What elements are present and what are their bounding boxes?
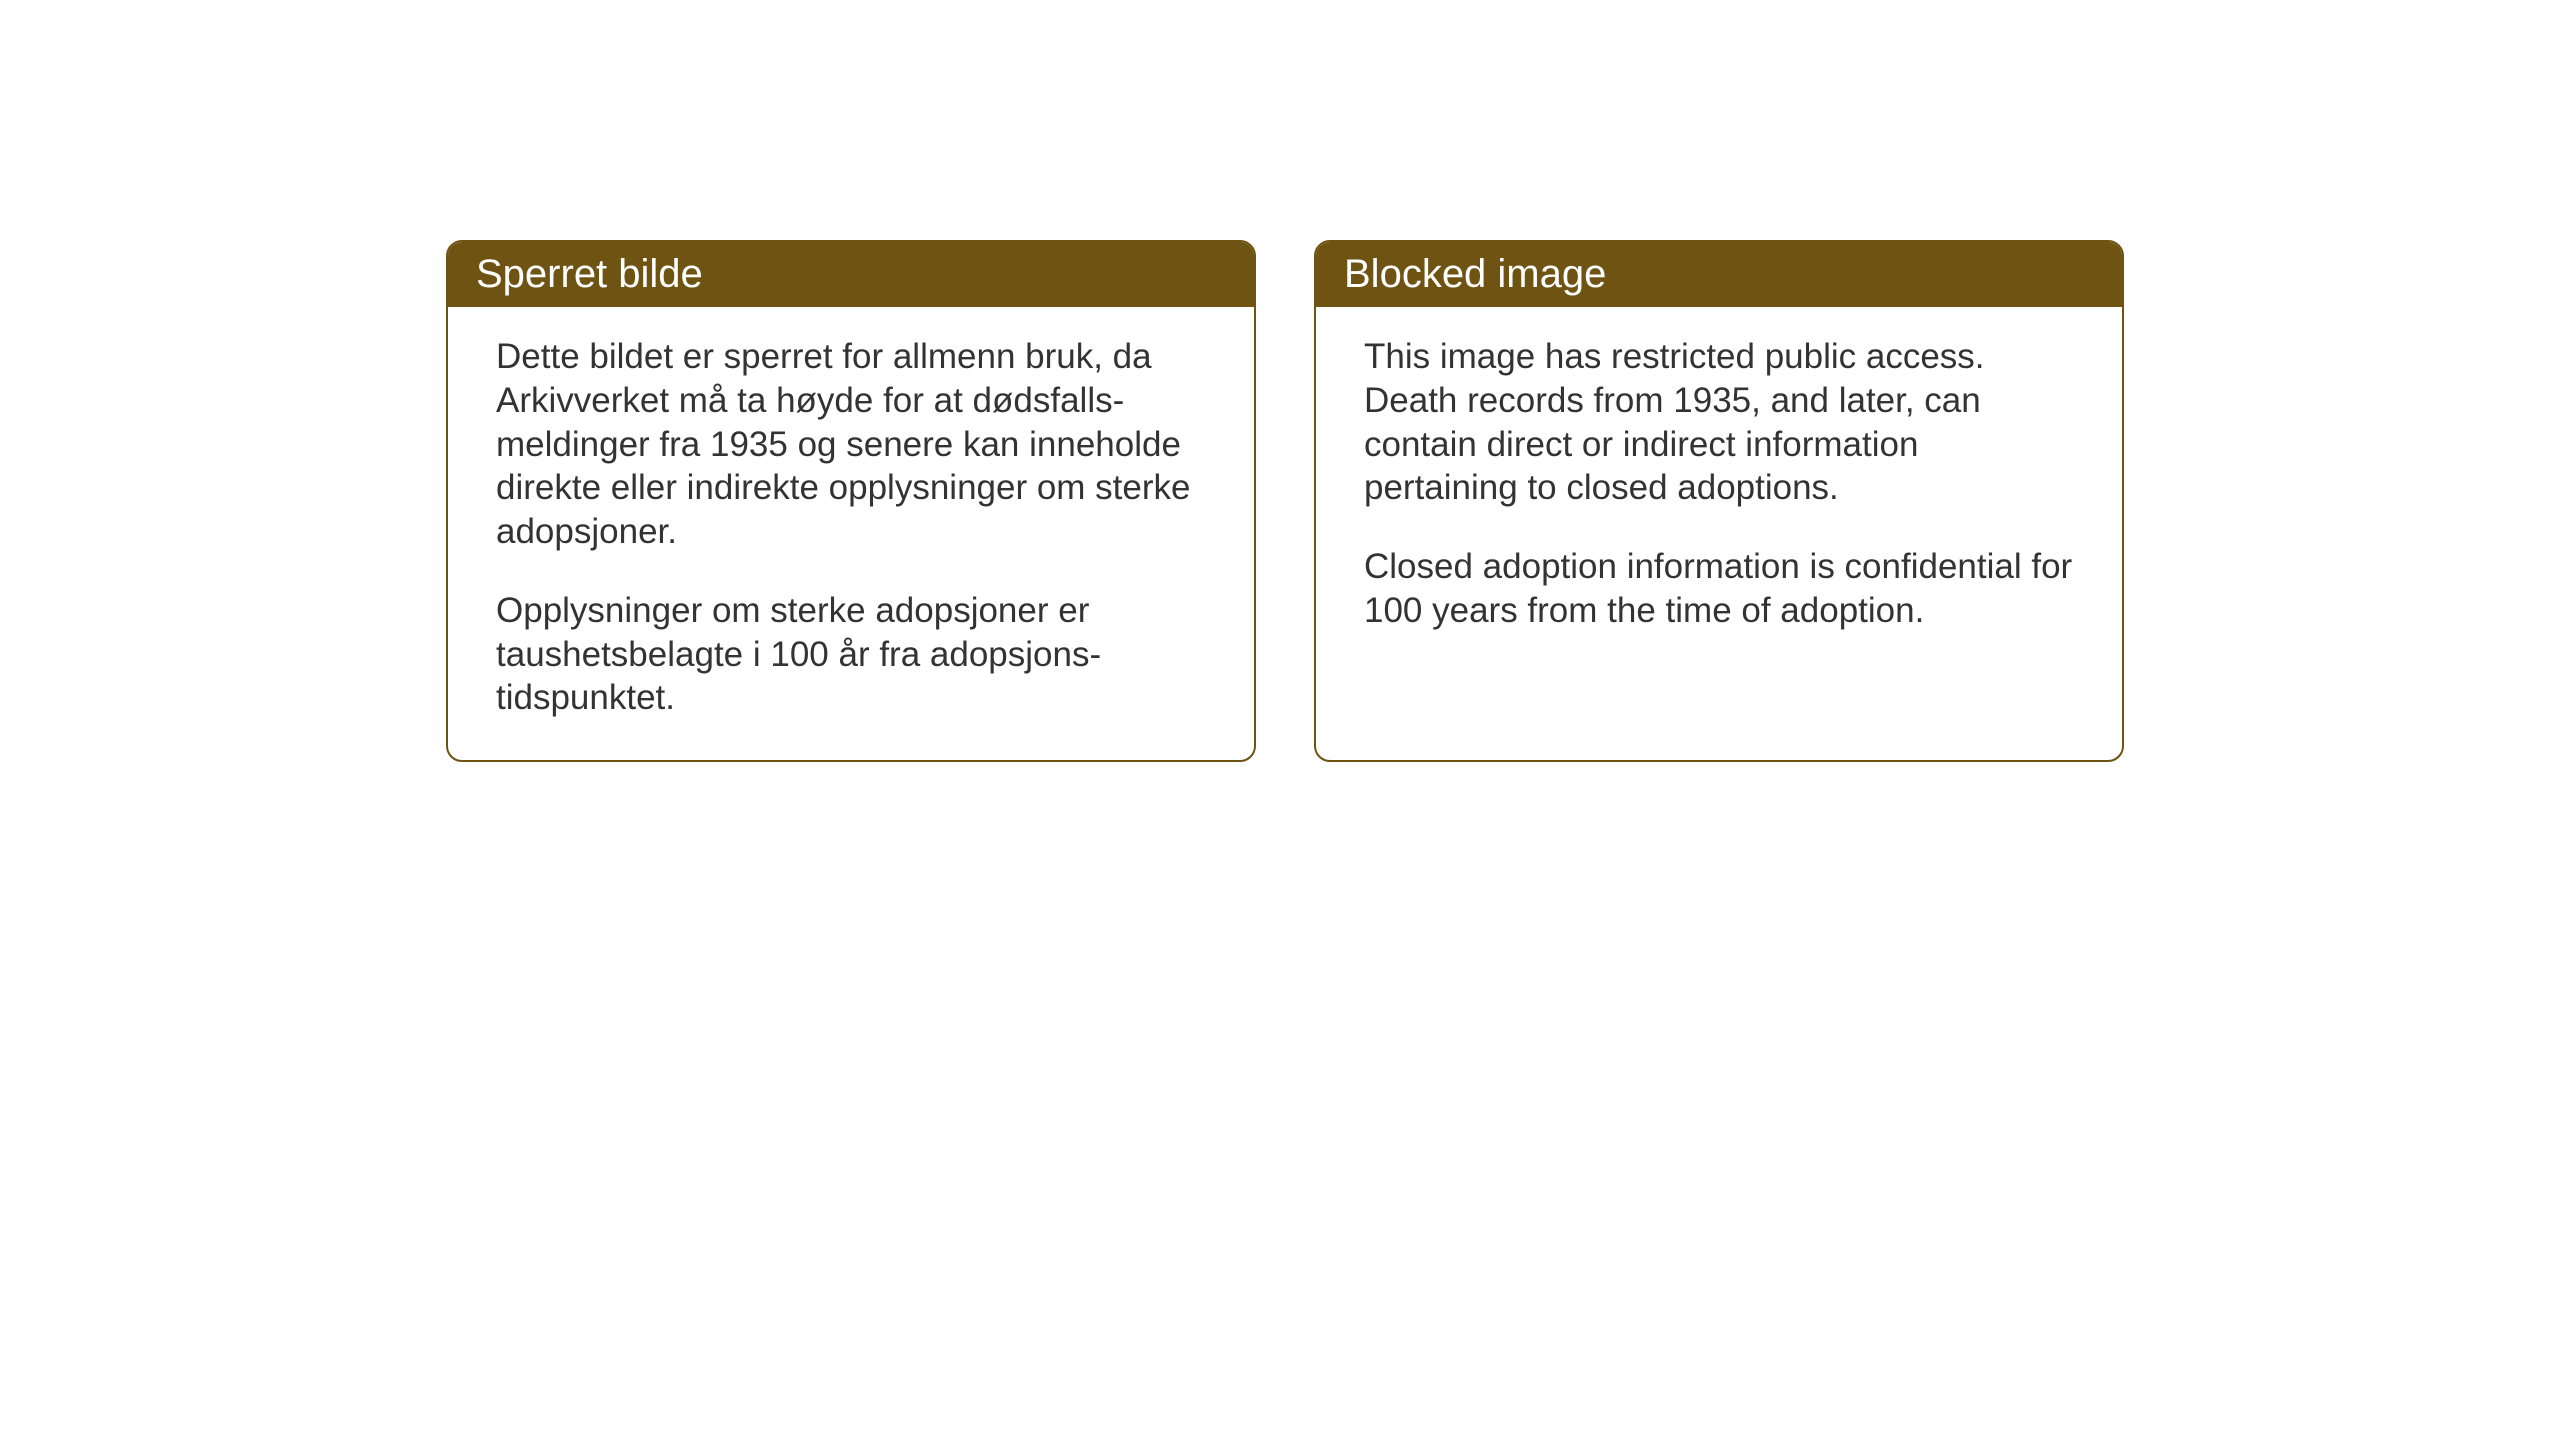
paragraph-english-2: Closed adoption information is confident… [1364, 545, 2074, 633]
notice-container: Sperret bilde Dette bildet er sperret fo… [446, 240, 2124, 762]
card-body-english: This image has restricted public access.… [1316, 307, 2122, 673]
notice-card-english: Blocked image This image has restricted … [1314, 240, 2124, 762]
card-title-norwegian: Sperret bilde [476, 252, 703, 296]
card-body-norwegian: Dette bildet er sperret for allmenn bruk… [448, 307, 1254, 760]
paragraph-norwegian-1: Dette bildet er sperret for allmenn bruk… [496, 335, 1206, 554]
notice-card-norwegian: Sperret bilde Dette bildet er sperret fo… [446, 240, 1256, 762]
paragraph-norwegian-2: Opplysninger om sterke adopsjoner er tau… [496, 589, 1206, 720]
paragraph-english-1: This image has restricted public access.… [1364, 335, 2074, 510]
card-header-english: Blocked image [1316, 242, 2122, 307]
card-title-english: Blocked image [1344, 252, 1606, 296]
card-header-norwegian: Sperret bilde [448, 242, 1254, 307]
